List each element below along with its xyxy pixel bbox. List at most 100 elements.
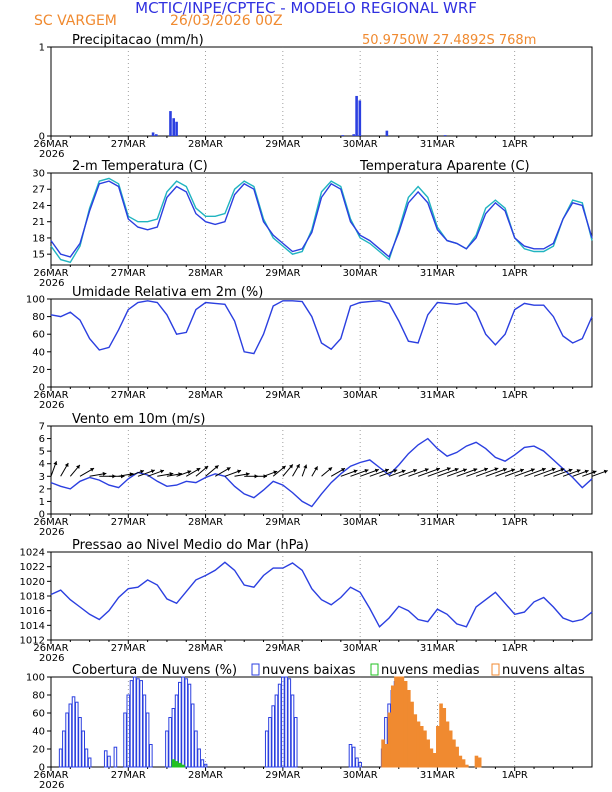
wind-arrowhead bbox=[353, 469, 358, 474]
x-year-label: 2026 bbox=[39, 653, 64, 664]
legend-swatch bbox=[251, 663, 260, 676]
cloud-bar-1 bbox=[174, 761, 179, 768]
cloud-bar-0 bbox=[203, 763, 208, 768]
cloud-bar-1 bbox=[181, 764, 185, 768]
cloud-bar-0 bbox=[87, 757, 92, 768]
y-tick-label: 100 bbox=[26, 295, 45, 306]
precip-bar bbox=[172, 118, 175, 136]
y-tick-label: 80 bbox=[32, 691, 45, 702]
header-location: SC VARGEM bbox=[34, 13, 117, 29]
wind-arrowhead bbox=[140, 469, 144, 474]
y-tick-label: 4 bbox=[39, 459, 45, 470]
cloud-bar-0 bbox=[149, 744, 153, 768]
cloud-bar-2 bbox=[455, 746, 459, 768]
wind-barb bbox=[466, 467, 489, 477]
x-tick-label: 26MAR bbox=[33, 268, 68, 279]
y-tick-label: 1018 bbox=[20, 592, 45, 603]
cloud-bar-2 bbox=[384, 744, 389, 768]
y-tick-label: 24 bbox=[32, 201, 45, 212]
wind-arrowhead bbox=[446, 467, 451, 472]
y-tick-label: 21 bbox=[32, 217, 45, 228]
x-tick-label: 26MAR bbox=[33, 139, 68, 150]
wind-arrowhead bbox=[603, 469, 608, 474]
y-tick-label: 27 bbox=[32, 185, 45, 196]
x-tick-label: 28MAR bbox=[188, 139, 223, 150]
cloud-bar-0 bbox=[264, 730, 269, 768]
wind-arrowhead bbox=[454, 467, 459, 472]
x-tick-label: 27MAR bbox=[111, 643, 146, 654]
cloud-bar-1 bbox=[178, 762, 182, 768]
y-tick-label: 3 bbox=[39, 472, 45, 483]
x-tick-label: 1APR bbox=[502, 770, 528, 781]
series-line-temp-0 bbox=[50, 180, 593, 259]
legend-label: nuvens medias bbox=[381, 663, 480, 678]
wind-arrowhead bbox=[530, 468, 535, 473]
wind-arrowhead bbox=[281, 465, 286, 470]
wind-arrowhead bbox=[263, 474, 267, 479]
cloud-bar-2 bbox=[400, 676, 405, 768]
x-tick-label: 29MAR bbox=[265, 517, 300, 528]
cloud-bar-2 bbox=[442, 708, 447, 768]
wind-arrowhead bbox=[519, 468, 524, 473]
y-tick-label: 60 bbox=[32, 330, 45, 341]
cloud-bar-2 bbox=[413, 714, 418, 768]
wind-barb bbox=[533, 467, 556, 477]
wind-arrowhead bbox=[511, 468, 515, 473]
x-tick-label: 31MAR bbox=[420, 643, 455, 654]
x-tick-label: 28MAR bbox=[188, 517, 223, 528]
cloud-bar-0 bbox=[355, 757, 359, 768]
panel-title: Vento em 10m (m/s) bbox=[72, 412, 205, 427]
wind-arrowhead bbox=[204, 466, 209, 470]
cloud-bar-0 bbox=[348, 744, 353, 768]
panel-frame bbox=[50, 46, 593, 137]
wind-arrowhead bbox=[328, 467, 333, 472]
x-year-label: 2026 bbox=[39, 149, 64, 160]
x-tick-label: 29MAR bbox=[265, 390, 300, 401]
cloud-bar-0 bbox=[190, 703, 195, 768]
cloud-bar-0 bbox=[68, 703, 73, 768]
cloud-bar-0 bbox=[113, 746, 118, 768]
wind-barb bbox=[485, 468, 508, 477]
precip-bar bbox=[151, 132, 155, 136]
wind-arrowhead bbox=[341, 468, 346, 472]
precip-bar bbox=[175, 121, 178, 136]
cloud-bar-2 bbox=[410, 701, 414, 768]
panel-title: Pressao ao Nivel Medio do Mar (hPa) bbox=[72, 538, 309, 553]
cloud-bar-2 bbox=[458, 755, 463, 768]
cloud-bar-2 bbox=[387, 712, 392, 768]
y-tick-label: 1012 bbox=[20, 636, 45, 647]
precip-bar bbox=[155, 134, 158, 136]
x-tick-label: 31MAR bbox=[420, 390, 455, 401]
cloud-bar-2 bbox=[407, 690, 411, 768]
x-tick-label: 26MAR bbox=[33, 643, 68, 654]
y-tick-label: 1020 bbox=[20, 577, 45, 588]
cloud-bar-0 bbox=[65, 712, 69, 768]
cloud-bar-2 bbox=[465, 764, 469, 768]
x-tick-label: 29MAR bbox=[265, 268, 300, 279]
wind-arrowhead bbox=[296, 464, 300, 469]
wind-arrowhead bbox=[541, 467, 546, 472]
cloud-bar-0 bbox=[281, 676, 285, 768]
wind-arrowhead bbox=[484, 467, 488, 472]
cloud-bar-2 bbox=[452, 739, 456, 768]
x-tick-label: 26MAR bbox=[33, 770, 68, 781]
wind-arrowhead bbox=[187, 470, 192, 475]
wind-barb bbox=[446, 468, 468, 477]
wind-arrowhead bbox=[160, 469, 164, 474]
wind-arrowhead bbox=[473, 468, 478, 472]
x-tick-label: 28MAR bbox=[188, 390, 223, 401]
cloud-bar-1 bbox=[171, 759, 176, 768]
wind-arrowhead bbox=[237, 469, 242, 474]
x-tick-label: 30MAR bbox=[343, 643, 378, 654]
precip-bar bbox=[355, 95, 358, 136]
x-tick-label: 1APR bbox=[502, 517, 528, 528]
cloud-bar-2 bbox=[448, 730, 453, 768]
x-tick-label: 28MAR bbox=[188, 643, 223, 654]
precip-bar bbox=[385, 130, 389, 136]
x-tick-label: 31MAR bbox=[420, 268, 455, 279]
cloud-bar-0 bbox=[268, 717, 272, 768]
y-tick-label: 6 bbox=[39, 434, 45, 445]
x-tick-label: 27MAR bbox=[111, 390, 146, 401]
x-tick-label: 31MAR bbox=[420, 517, 455, 528]
